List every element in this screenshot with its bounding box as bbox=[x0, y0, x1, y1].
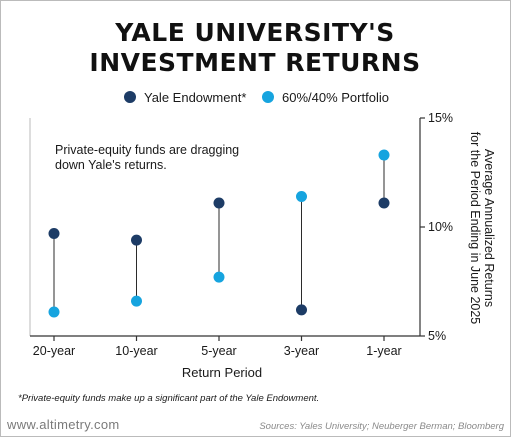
point-60-40-portfolio bbox=[213, 271, 225, 283]
footnote: *Private-equity funds make up a signific… bbox=[18, 393, 319, 404]
x-tick-label: 10-year bbox=[115, 344, 157, 358]
x-tick-label: 5-year bbox=[201, 344, 236, 358]
point-60-40-portfolio bbox=[131, 295, 142, 307]
y-tick-label: 10% bbox=[428, 220, 453, 234]
point-yale-endowment bbox=[131, 234, 142, 246]
point-yale-endowment bbox=[48, 228, 60, 240]
legend-label-portfolio: 60%/40% Portfolio bbox=[282, 90, 389, 105]
x-axis-label: Return Period bbox=[182, 365, 262, 380]
x-tick-label: 3-year bbox=[284, 344, 319, 358]
x-tick-label: 20-year bbox=[33, 344, 75, 358]
point-60-40-portfolio bbox=[296, 190, 307, 202]
plot-area: 5% 10% 15% 20-year 10-year 5-year 3-year 1-year bbox=[29, 111, 453, 358]
y-axis-label-line-2: for the Period Ending in June 2025 bbox=[468, 132, 482, 325]
point-yale-endowment bbox=[213, 197, 225, 209]
sources-note: Sources: Yales University; Neuberger Ber… bbox=[259, 421, 504, 432]
legend: Yale Endowment* 60%/40% Portfolio bbox=[124, 90, 389, 105]
point-yale-endowment bbox=[296, 304, 307, 316]
point-60-40-portfolio bbox=[378, 149, 390, 161]
annotation-line-1: Private-equity funds are dragging bbox=[55, 143, 239, 157]
y-tick-label: 5% bbox=[428, 329, 446, 343]
point-60-40-portfolio bbox=[48, 306, 60, 318]
point-yale-endowment bbox=[378, 197, 390, 209]
y-axis-label-line-1: Average Annualized Returns bbox=[482, 149, 496, 307]
legend-marker-portfolio bbox=[262, 91, 274, 103]
annotation-line-2: down Yale's returns. bbox=[55, 158, 167, 172]
brand-url: www.altimetry.com bbox=[6, 417, 119, 432]
chart-title-line-2: INVESTMENT RETURNS bbox=[89, 48, 420, 77]
legend-marker-yale bbox=[124, 91, 136, 103]
y-tick-label: 15% bbox=[428, 111, 453, 125]
legend-label-yale: Yale Endowment* bbox=[144, 90, 246, 105]
chart-title-line-1: YALE UNIVERSITY'S bbox=[114, 18, 395, 47]
x-tick-label: 1-year bbox=[366, 344, 401, 358]
